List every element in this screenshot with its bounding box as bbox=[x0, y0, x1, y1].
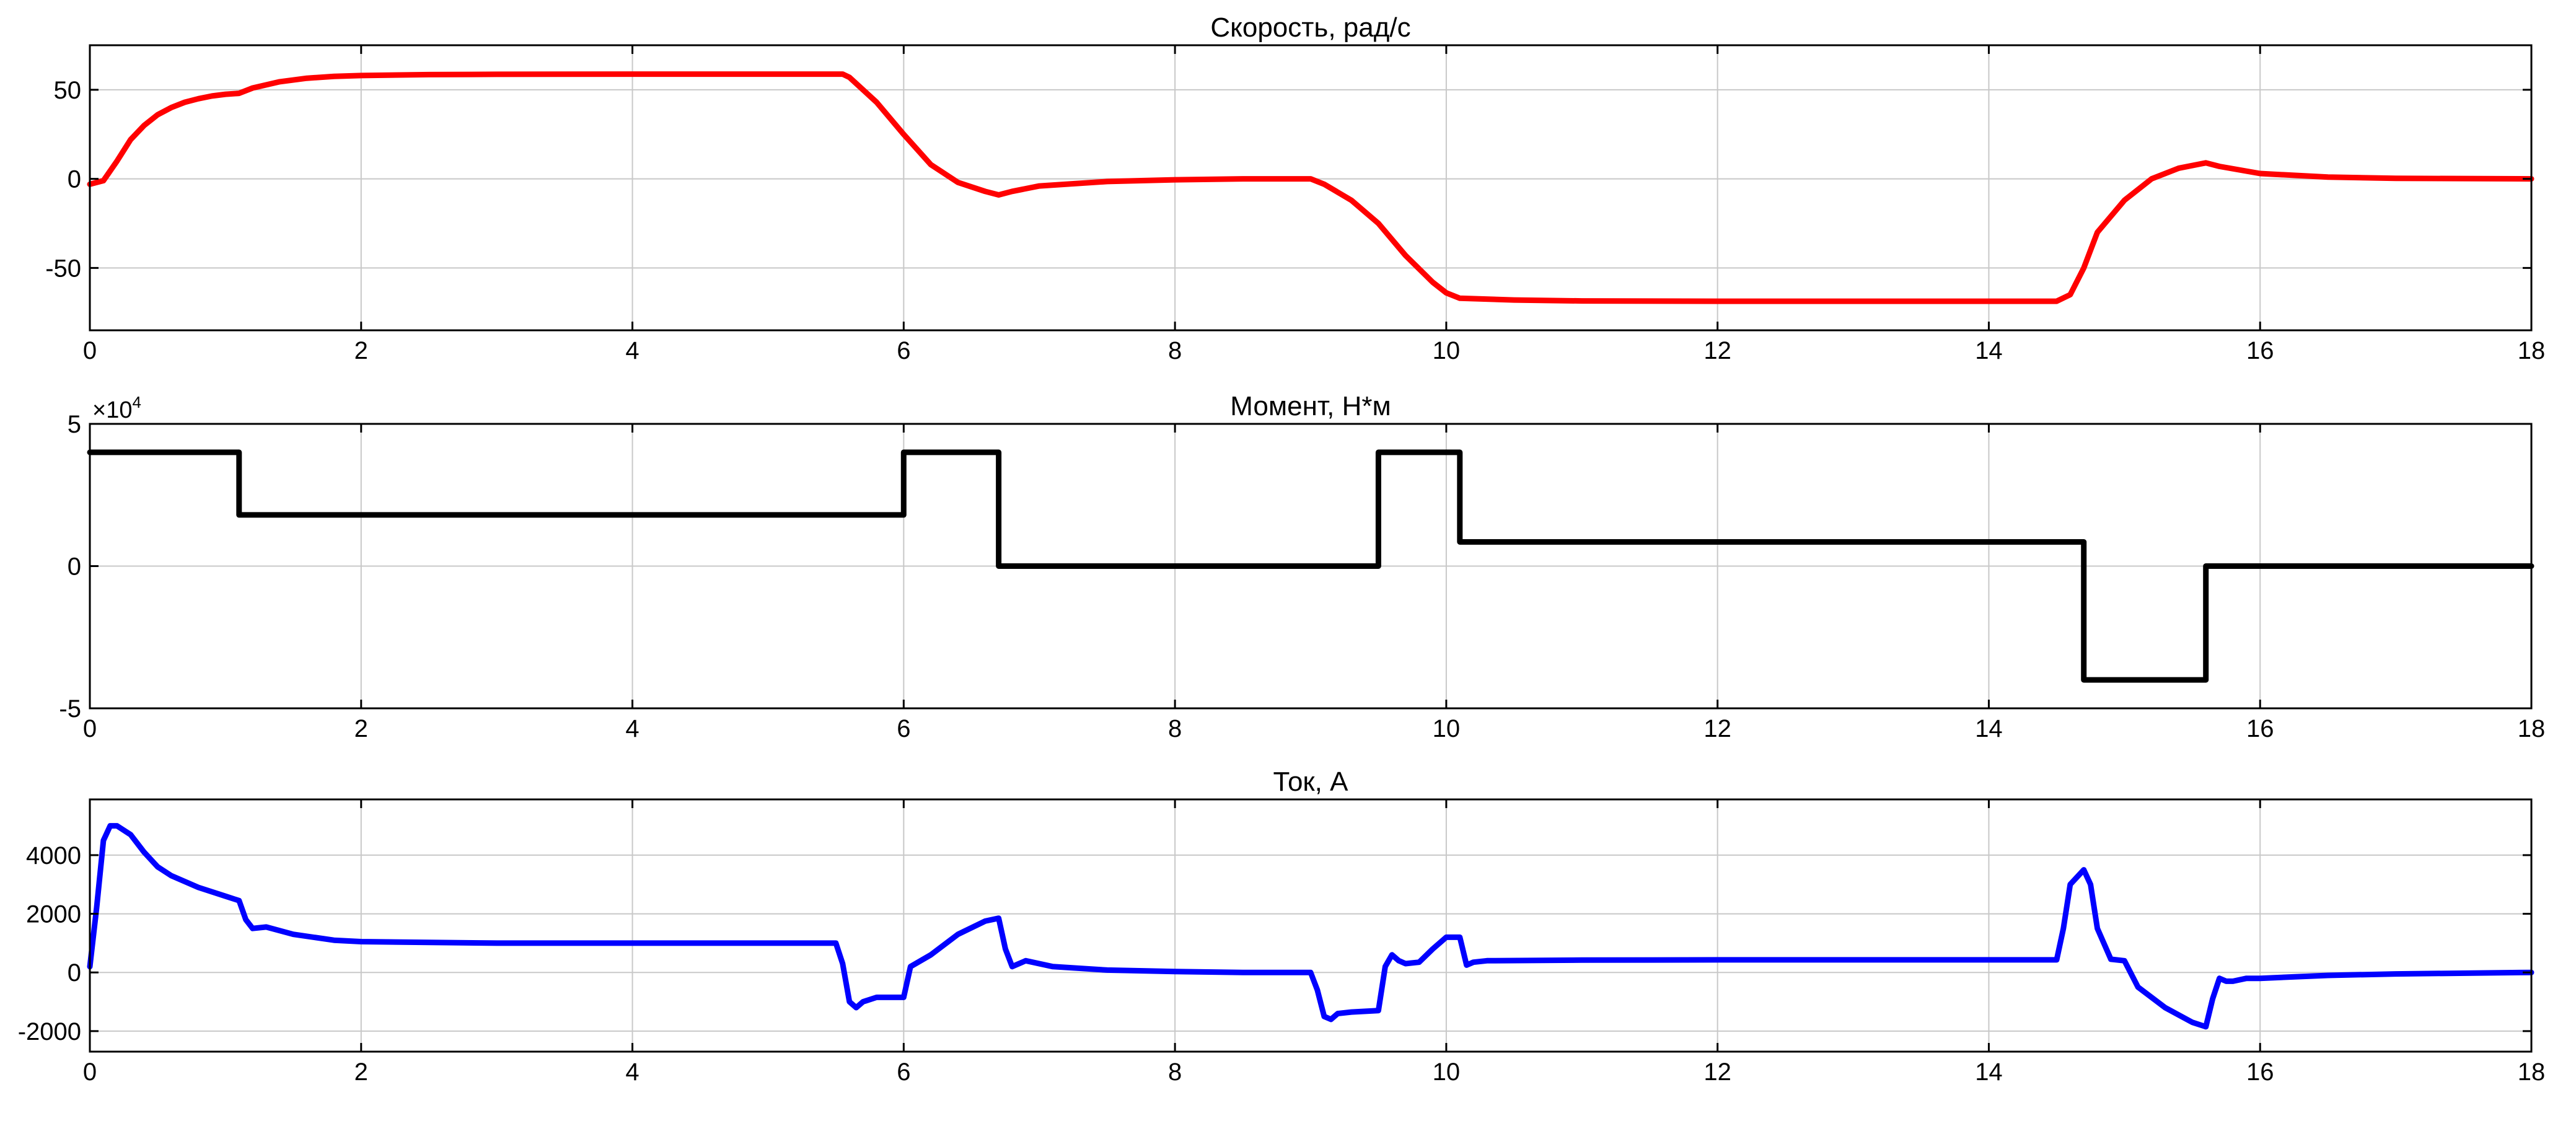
torque-xtick-label: 2 bbox=[354, 715, 368, 742]
speed-title: Скорость, рад/с bbox=[1210, 12, 1410, 43]
current-series-line bbox=[87, 823, 2534, 1030]
torque-title: Момент, Н*м bbox=[1230, 391, 1391, 421]
current-axes-box bbox=[89, 798, 2533, 1053]
current-ytick-label: 4000 bbox=[26, 842, 81, 869]
torque-xtick-label: 18 bbox=[2518, 715, 2546, 742]
current-xtick-label: 0 bbox=[83, 1058, 97, 1086]
current-xtick-label: 14 bbox=[1975, 1058, 2003, 1086]
torque-ytick-label: -5 bbox=[59, 695, 81, 723]
current-xtick-label: 6 bbox=[897, 1058, 910, 1086]
torque-exponent-base: ×10 bbox=[92, 397, 132, 423]
torque-exponent-power: 4 bbox=[132, 393, 141, 411]
speed-xtick-label: 6 bbox=[897, 337, 910, 364]
speed-xtick-label: 2 bbox=[354, 337, 368, 364]
current-xtick-label: 4 bbox=[625, 1058, 639, 1086]
speed-ytick-label: 50 bbox=[54, 77, 82, 104]
speed-xtick-label: 4 bbox=[625, 337, 639, 364]
speed-xtick-label: 14 bbox=[1975, 337, 2003, 364]
torque-xtick-label: 14 bbox=[1975, 715, 2003, 742]
speed-panel: Скорость, рад/с 0 2 4 6 8 10 12 14 16 18 -50 0 50 bbox=[45, 12, 2545, 364]
torque-xtick-label: 0 bbox=[83, 715, 97, 742]
speed-xtick-label: 18 bbox=[2518, 337, 2546, 364]
torque-xtick-label: 10 bbox=[1433, 715, 1461, 742]
current-title: Ток, А bbox=[1273, 767, 1349, 797]
torque-xtick-label: 16 bbox=[2246, 715, 2274, 742]
torque-exponent-label: ×104 bbox=[92, 393, 141, 423]
torque-ytick-label: 5 bbox=[68, 411, 81, 438]
torque-xtick-label: 4 bbox=[625, 715, 639, 742]
speed-xtick-label: 16 bbox=[2246, 337, 2274, 364]
current-ytick-label: -2000 bbox=[18, 1018, 81, 1045]
torque-xtick-label: 6 bbox=[897, 715, 910, 742]
current-xtick-label: 12 bbox=[1703, 1058, 1731, 1086]
speed-xtick-label: 8 bbox=[1168, 337, 1182, 364]
torque-ytick-label: 0 bbox=[68, 553, 81, 581]
torque-panel: Момент, Н*м ×104 0 2 4 6 8 10 12 14 16 18-505 bbox=[59, 391, 2545, 742]
speed-xtick-label: 10 bbox=[1433, 337, 1461, 364]
current-ytick-label: 2000 bbox=[26, 901, 81, 928]
current-ytick-label: 0 bbox=[68, 959, 81, 987]
speed-series-line bbox=[87, 71, 2534, 304]
speed-axes-box bbox=[89, 44, 2533, 332]
speed-xtick-label: 0 bbox=[83, 337, 97, 364]
current-xtick-label: 2 bbox=[354, 1058, 368, 1086]
current-xtick-label: 18 bbox=[2518, 1058, 2546, 1086]
current-xtick-label: 16 bbox=[2246, 1058, 2274, 1086]
current-xtick-label: 8 bbox=[1168, 1058, 1182, 1086]
speed-ytick-label: 0 bbox=[68, 166, 81, 193]
speed-ytick-label: -50 bbox=[45, 255, 81, 282]
torque-series-line bbox=[87, 449, 2534, 683]
speed-xtick-label: 12 bbox=[1703, 337, 1731, 364]
current-xtick-label: 10 bbox=[1433, 1058, 1461, 1086]
torque-xtick-label: 8 bbox=[1168, 715, 1182, 742]
torque-xtick-label: 12 bbox=[1703, 715, 1731, 742]
